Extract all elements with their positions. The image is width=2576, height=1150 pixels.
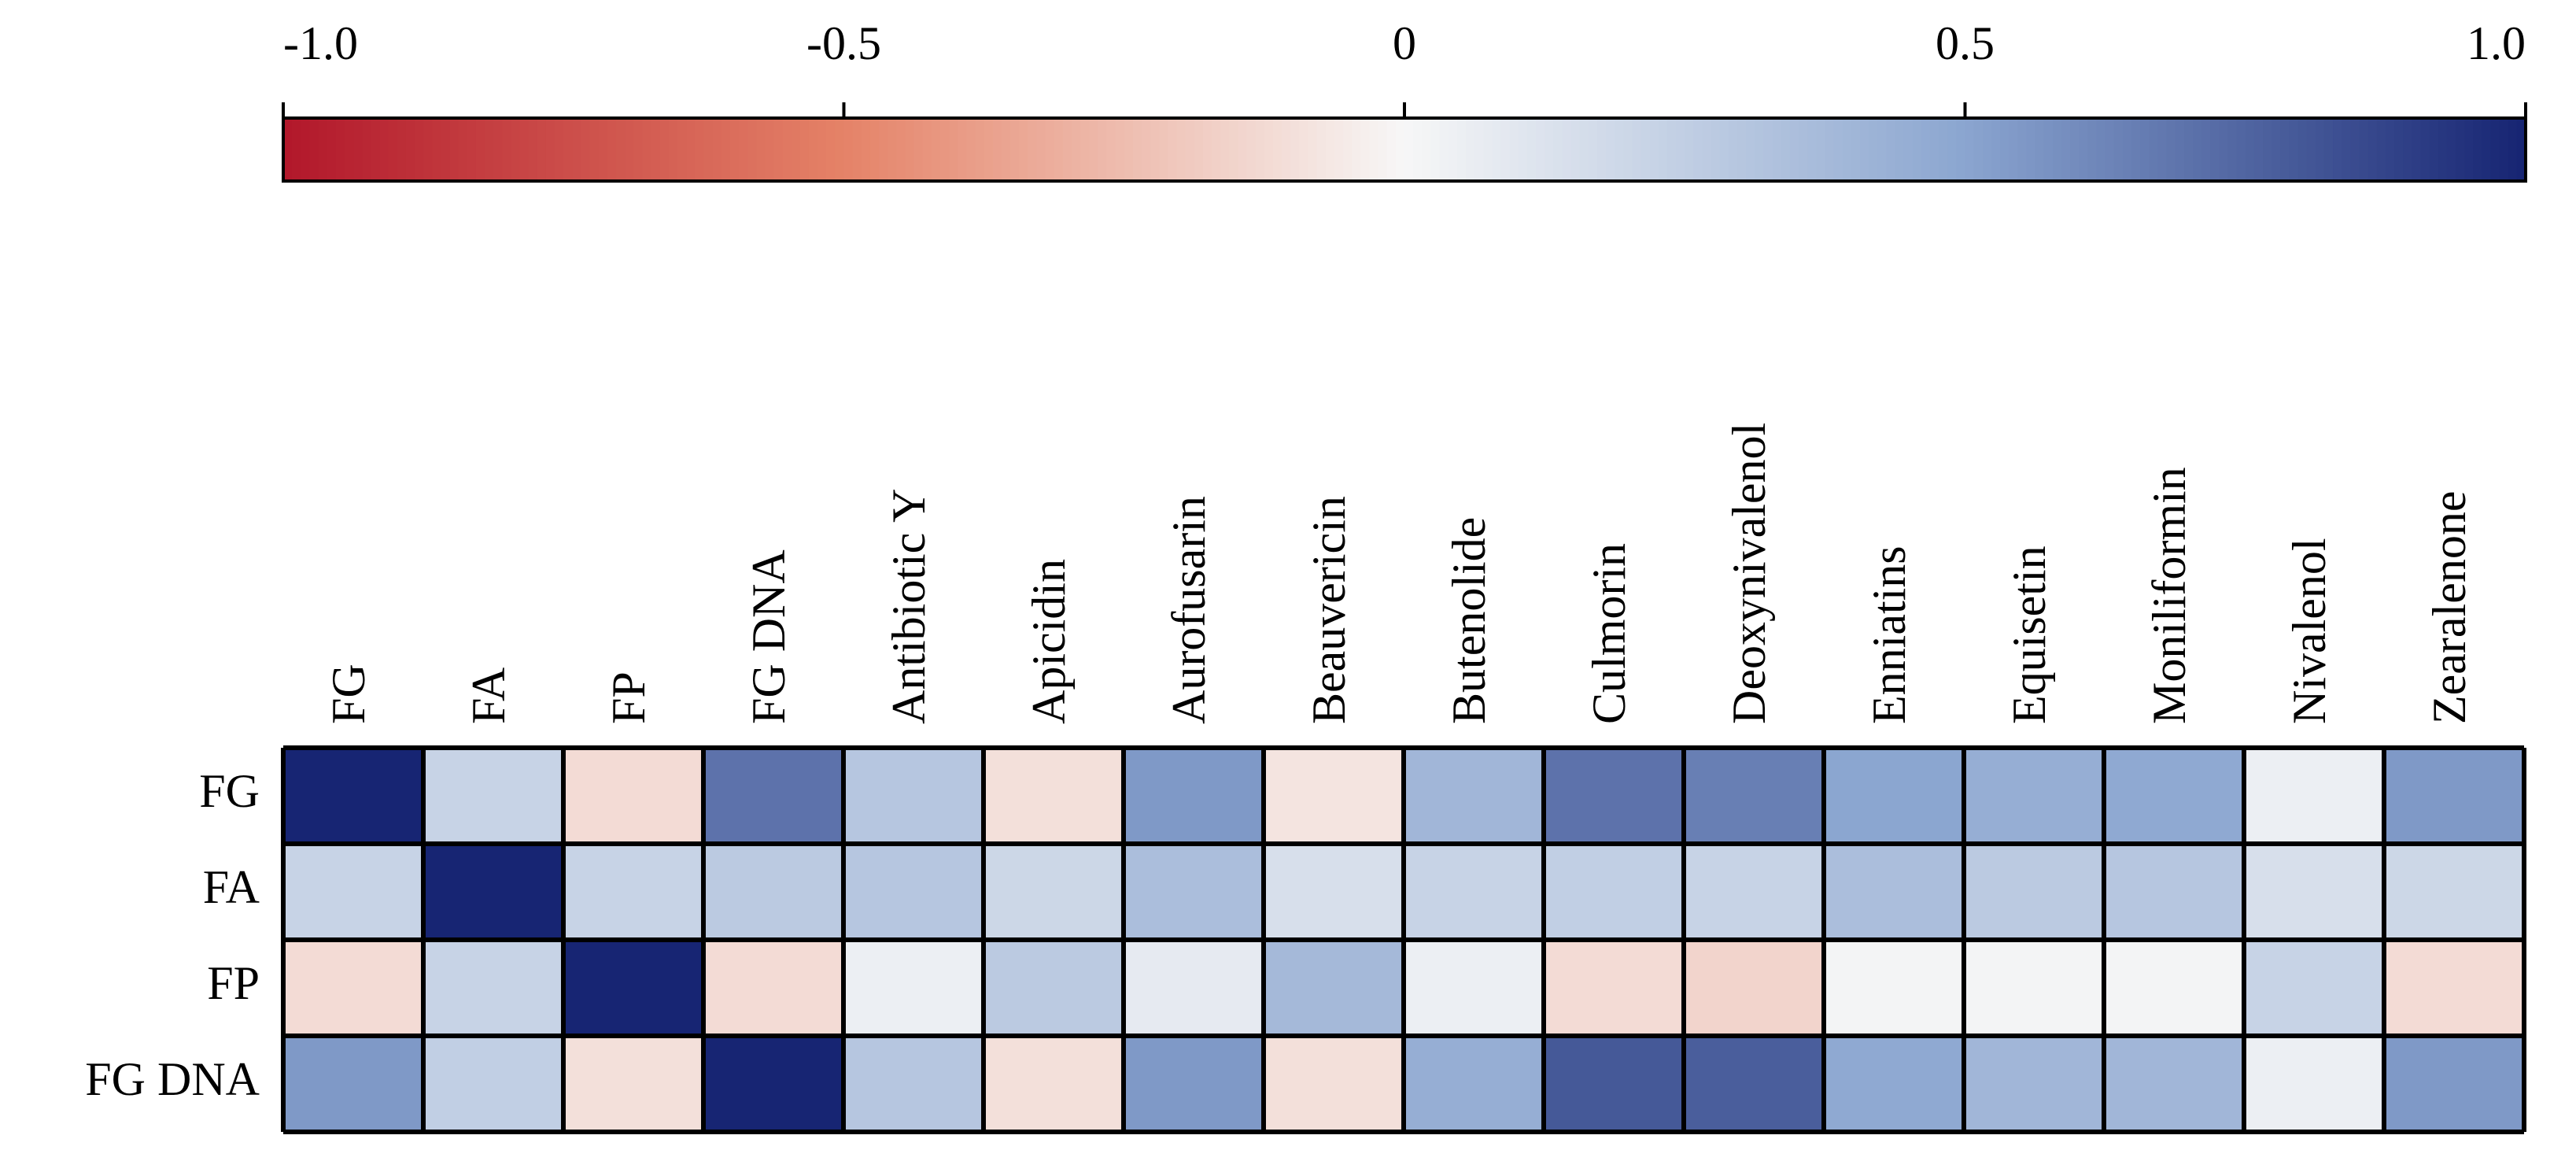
heatmap-cell <box>984 748 1124 844</box>
heatmap-cell <box>1544 940 1684 1036</box>
heatmap-cell <box>1544 748 1684 844</box>
heatmap-row-label: FG <box>199 765 260 817</box>
heatmap-cell <box>1124 940 1264 1036</box>
heatmap-cell <box>2244 748 2384 844</box>
heatmap-cell <box>984 940 1124 1036</box>
heatmap-col-label: Zearalenone <box>2423 491 2475 724</box>
heatmap-cell <box>1544 1036 1684 1132</box>
heatmap-cell <box>2104 748 2244 844</box>
heatmap-cell <box>843 748 984 844</box>
heatmap-col-label: FG <box>323 664 375 724</box>
heatmap-cell <box>2104 844 2244 940</box>
heatmap-cell <box>1824 940 1964 1036</box>
heatmap-col-label: Culmorin <box>1583 543 1635 724</box>
heatmap-cell <box>703 940 843 1036</box>
heatmap-cell <box>703 748 843 844</box>
heatmap-col-label: Enniatins <box>1863 545 1915 724</box>
heatmap-col-label: Apicidin <box>1023 559 1075 724</box>
heatmap-cell <box>283 940 423 1036</box>
heatmap-cell <box>423 1036 563 1132</box>
heatmap-col-label: Antibiotic Y <box>883 489 935 724</box>
heatmap-col-label: Equisetin <box>2003 545 2055 724</box>
colorbar-tick-label: -0.5 <box>806 17 881 69</box>
colorbar-tick-label: 1.0 <box>2467 17 2526 69</box>
heatmap-cell <box>843 1036 984 1132</box>
heatmap-cell <box>1684 1036 1824 1132</box>
heatmap-cell <box>2104 1036 2244 1132</box>
heatmap-cell <box>1824 748 1964 844</box>
heatmap-row-label: FA <box>203 861 260 913</box>
heatmap-cell <box>984 1036 1124 1132</box>
heatmap-cell <box>423 844 563 940</box>
heatmap-cell <box>1684 748 1824 844</box>
heatmap-cell <box>1684 844 1824 940</box>
heatmap-cell <box>843 844 984 940</box>
heatmap-col-label: FG DNA <box>743 549 795 724</box>
heatmap-cell <box>1404 748 1544 844</box>
heatmap-col-label: Beauvericin <box>1303 496 1355 724</box>
heatmap-cell <box>423 748 563 844</box>
heatmap-cell <box>1124 748 1264 844</box>
heatmap-cell <box>1264 748 1404 844</box>
heatmap-cell <box>563 1036 703 1132</box>
heatmap-cell <box>1264 1036 1404 1132</box>
heatmap-cell <box>423 940 563 1036</box>
heatmap-cell <box>1824 844 1964 940</box>
heatmap-cell <box>1684 940 1824 1036</box>
heatmap-cell <box>563 748 703 844</box>
heatmap-cell <box>2244 940 2384 1036</box>
heatmap-cell <box>283 1036 423 1132</box>
heatmap-col-label: Nivalenol <box>2283 538 2335 724</box>
heatmap-cell <box>1964 844 2104 940</box>
heatmap-cell <box>2384 1036 2524 1132</box>
heatmap-cell <box>1264 844 1404 940</box>
correlation-heatmap-figure: -1.0 -0.5 0 0.5 1.0 FG FA FP FG DNA Antibiotic Y A… <box>0 0 2576 1150</box>
heatmap-cell <box>1964 1036 2104 1132</box>
heatmap-col-label: FA <box>463 667 515 724</box>
heatmap-cell <box>1264 940 1404 1036</box>
heatmap-col-label: FP <box>603 671 655 724</box>
heatmap-cell <box>703 1036 843 1132</box>
heatmap-cell <box>2384 940 2524 1036</box>
heatmap-col-label: Moniliformin <box>2143 467 2195 724</box>
heatmap-cell <box>2104 940 2244 1036</box>
heatmap-row-label: FG DNA <box>85 1053 260 1105</box>
heatmap-cell <box>1964 748 2104 844</box>
heatmap-cell <box>1404 940 1544 1036</box>
heatmap-cell <box>2244 1036 2384 1132</box>
heatmap-cell <box>1124 844 1264 940</box>
colorbar-tick-label: -1.0 <box>283 17 358 69</box>
heatmap-cell <box>1964 940 2104 1036</box>
heatmap-cell <box>703 844 843 940</box>
heatmap-cell <box>1404 1036 1544 1132</box>
heatmap-cell <box>1824 1036 1964 1132</box>
heatmap-cell <box>1124 1036 1264 1132</box>
heatmap-cell <box>2384 844 2524 940</box>
heatmap-cell <box>1544 844 1684 940</box>
heatmap-col-label: Aurofusarin <box>1163 496 1215 724</box>
heatmap-col-label: Deoxynivalenol <box>1723 423 1775 724</box>
heatmap-cell <box>563 844 703 940</box>
heatmap-cell <box>563 940 703 1036</box>
heatmap-cell <box>2384 748 2524 844</box>
colorbar-tick-label: 0 <box>1393 17 1416 69</box>
heatmap-cell <box>2244 844 2384 940</box>
heatmap-cell <box>984 844 1124 940</box>
heatmap-col-label: Butenolide <box>1443 517 1495 724</box>
heatmap-row-label: FP <box>207 957 260 1009</box>
heatmap-cell <box>1404 844 1544 940</box>
heatmap-cell <box>283 844 423 940</box>
colorbar-tick-label: 0.5 <box>1936 17 1995 69</box>
heatmap-cell <box>843 940 984 1036</box>
heatmap-cell <box>283 748 423 844</box>
